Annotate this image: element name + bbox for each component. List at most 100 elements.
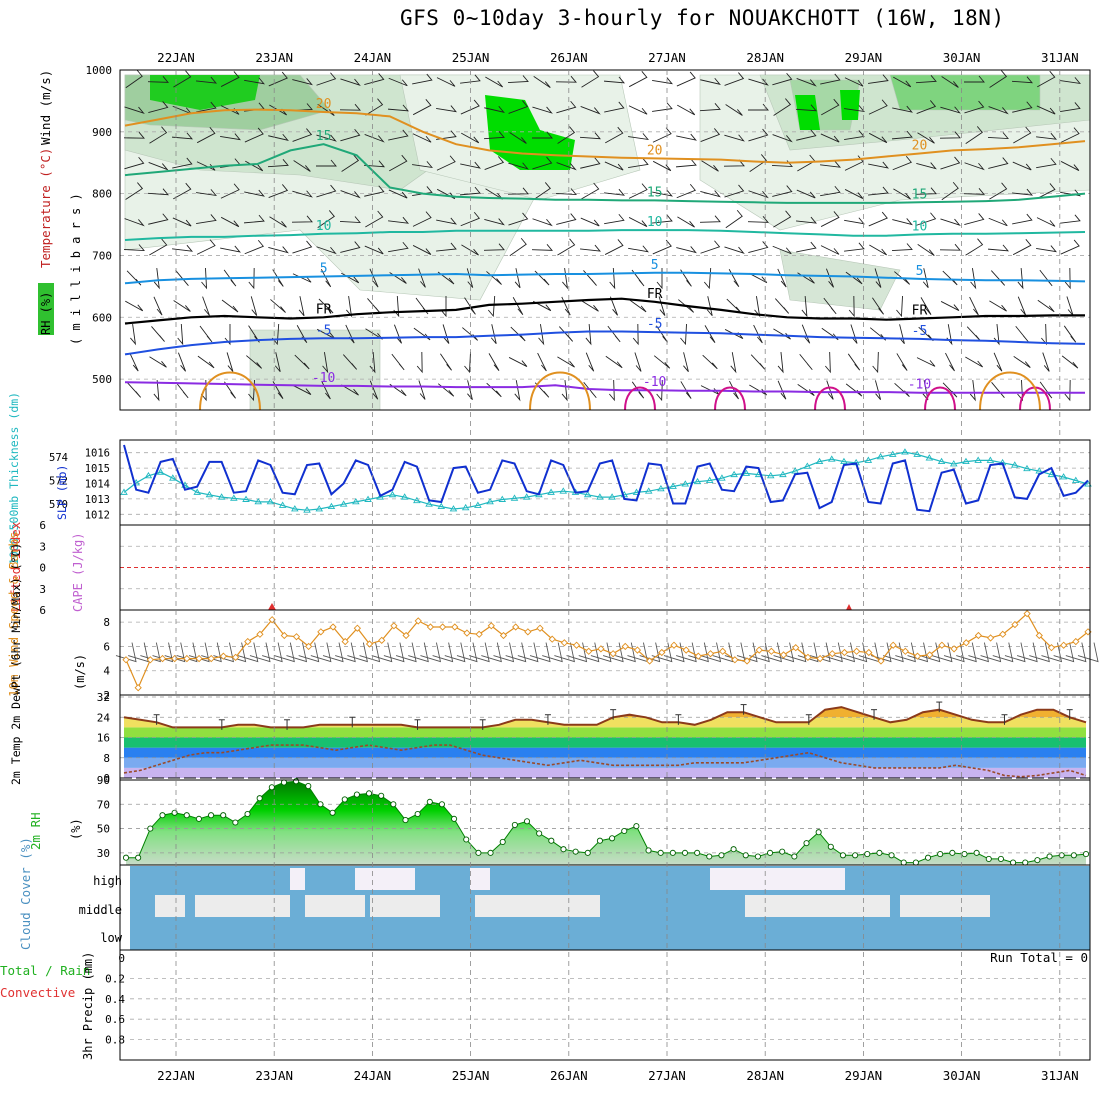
- thickness-point: [803, 462, 812, 469]
- wind10m-point: [317, 628, 325, 636]
- wind-barb: [244, 127, 264, 143]
- wind-barb: [680, 269, 692, 287]
- thickness-point: [669, 482, 677, 489]
- wind-barb: [199, 325, 213, 343]
- wind-barb: [580, 105, 601, 115]
- wind-barb: [462, 327, 479, 341]
- wind-barb: [844, 130, 865, 141]
- precip-tick-label: 0.8: [105, 1034, 125, 1047]
- day-label-bottom: 30JAN: [943, 1068, 981, 1083]
- wind-barb: [557, 238, 576, 256]
- wind-barb: [175, 381, 189, 399]
- wind-barb: [844, 77, 864, 87]
- wind-barb: [916, 357, 936, 367]
- wind10m-barb: [359, 642, 381, 663]
- wind-barb: [147, 76, 169, 83]
- wind-barb: [1013, 356, 1031, 368]
- wind10m-point: [694, 652, 702, 660]
- li-tick-label: 0: [39, 562, 46, 575]
- rh2m-point: [669, 849, 676, 856]
- wind-barb: [461, 244, 479, 256]
- wind-barb: [561, 380, 568, 402]
- wind-barb: [796, 129, 817, 141]
- wind-barb: [915, 187, 937, 195]
- wind-barb: [826, 380, 834, 400]
- wind-barb: [393, 324, 403, 344]
- wind-barb: [1066, 296, 1074, 316]
- wind-barb: [442, 324, 450, 344]
- cloud-high-gap-1: [355, 868, 415, 890]
- wind-barb: [484, 156, 505, 171]
- wind-barb: [153, 268, 160, 290]
- wind-barb: [874, 380, 882, 400]
- wind10m-barb: [529, 642, 551, 663]
- li-tick-label: 6: [39, 519, 46, 532]
- wind-barb: [416, 351, 423, 374]
- wind-barb: [892, 105, 913, 113]
- rh2m-point: [973, 849, 980, 856]
- wind10m-barb: [870, 642, 892, 663]
- rh2m-point: [985, 855, 992, 862]
- wind-barb: [124, 106, 145, 114]
- thickness-point: [693, 477, 702, 485]
- wind-barb: [437, 383, 455, 397]
- thickness-point: [827, 455, 836, 462]
- wind-barb: [562, 268, 569, 290]
- wind-barb: [149, 238, 168, 256]
- thickness-axis-label: 1000~500mb Thickness (dm): [7, 392, 21, 565]
- wind10m-barb: [420, 642, 442, 663]
- rh2m-point: [147, 825, 154, 832]
- warm-contour-1: [714, 386, 746, 411]
- wind-barb: [848, 295, 855, 318]
- thickness-point: [937, 457, 946, 465]
- rh2m-point: [742, 852, 749, 859]
- wind-barb: [460, 99, 480, 115]
- day-label-bottom: 31JAN: [1041, 1068, 1079, 1083]
- thickness-point: [303, 506, 311, 513]
- wind10m-barb: [481, 642, 502, 663]
- precip-tick-label: 0: [118, 952, 125, 965]
- wind10m-barb: [493, 642, 515, 663]
- wind-barb: [1012, 213, 1033, 225]
- wind-barb: [747, 216, 769, 223]
- wind10m-point: [926, 651, 934, 659]
- wind-barb: [1036, 217, 1056, 227]
- rh2m-point: [1034, 857, 1041, 864]
- wind-barb: [321, 380, 331, 400]
- wind-barb: [869, 244, 888, 256]
- wind-barb: [412, 245, 432, 255]
- wind10m-point: [877, 657, 885, 665]
- wind-barb: [365, 98, 384, 116]
- run-total-label: Run Total = 0: [990, 950, 1088, 965]
- wind-barb: [940, 106, 961, 114]
- rh2m-point: [536, 830, 543, 837]
- wind10m-point: [524, 628, 532, 636]
- rh2m-point: [548, 837, 555, 844]
- rh2m-point: [317, 801, 324, 808]
- wind-barb: [201, 267, 208, 290]
- wind-barb: [892, 218, 913, 226]
- rh2m-point: [779, 848, 786, 855]
- wind-barb: [291, 215, 313, 223]
- wind10m-point: [974, 631, 983, 640]
- wind-barb: [1061, 355, 1079, 369]
- wind10m-barb: [895, 642, 916, 663]
- rh2m-point: [414, 810, 421, 818]
- isotherm-label-FR: FR: [912, 304, 928, 319]
- rh2m-point: [305, 783, 312, 790]
- wind-barb: [677, 104, 696, 116]
- wind10m-point: [402, 631, 410, 640]
- slp-axis-label: SLP (mb): [55, 465, 69, 520]
- wind-barb: [748, 128, 769, 142]
- wind-barb: [1036, 183, 1056, 199]
- rh2m-point: [208, 812, 215, 819]
- wind-barb: [341, 384, 359, 396]
- wind-barb: [942, 270, 958, 286]
- rh2m-point: [402, 817, 409, 824]
- isotherm-label-10: 10: [912, 219, 928, 234]
- wind-barb: [196, 239, 216, 255]
- day-label-top: 26JAN: [550, 50, 588, 65]
- wind10m-barb: [371, 642, 393, 663]
- rh2m-point: [949, 849, 956, 856]
- rh2m-point: [852, 852, 859, 859]
